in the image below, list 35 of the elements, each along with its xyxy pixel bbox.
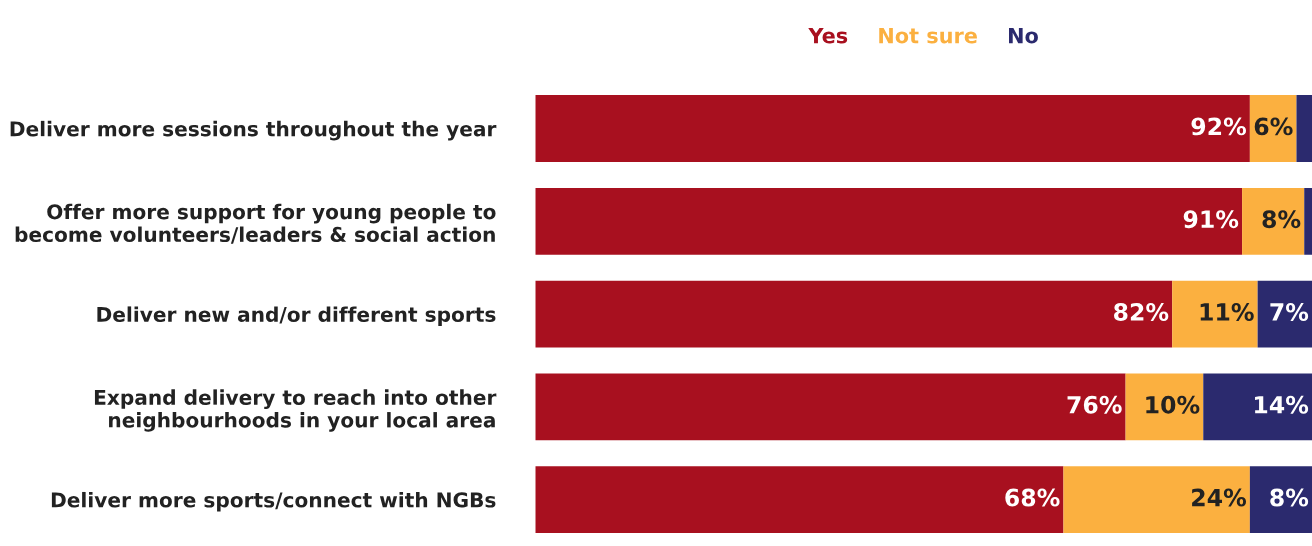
data-label: 10% <box>1146 395 1200 414</box>
y-tick-label: Deliver new and/or different sports <box>97 306 496 326</box>
y-tick-label: Deliver more sessions throughout the year <box>10 120 497 141</box>
text: Not sure <box>879 27 977 44</box>
bar <box>1172 280 1258 348</box>
bar <box>1242 187 1305 255</box>
bar <box>1296 95 1312 162</box>
bar <box>1257 280 1312 348</box>
text: Yes <box>808 27 848 44</box>
bar <box>1063 466 1250 534</box>
bar <box>535 95 1250 162</box>
data-label: 92% <box>1191 117 1247 136</box>
data-label: 8% <box>1270 488 1309 507</box>
data-label: 24% <box>1192 488 1247 507</box>
data-label: 7% <box>1270 303 1309 321</box>
bar <box>1125 373 1204 441</box>
bar <box>535 187 1243 255</box>
y-tick-label: Expand delivery to reach into other neighbourhoods in your local area <box>94 389 497 432</box>
bar <box>1203 373 1312 441</box>
bar <box>535 373 1126 441</box>
y-tick-label: Deliver more sports/connect with NGBs <box>51 491 496 512</box>
text: No <box>1009 27 1038 44</box>
data-label: 76% <box>1067 395 1122 414</box>
bar <box>1249 466 1312 534</box>
data-label: 82% <box>1114 303 1169 321</box>
data-label: 11% <box>1200 303 1254 321</box>
y-tick-label: Offer more support for young people to become volunteers/leaders & social action <box>15 203 496 244</box>
data-label: 68% <box>1005 488 1060 507</box>
bar <box>535 280 1173 348</box>
data-label: 14% <box>1255 395 1309 414</box>
data-label: 6% <box>1254 117 1293 136</box>
bar <box>1304 187 1312 255</box>
data-label: 91% <box>1183 210 1239 229</box>
data-label: 8% <box>1262 210 1301 229</box>
bar <box>535 466 1064 534</box>
